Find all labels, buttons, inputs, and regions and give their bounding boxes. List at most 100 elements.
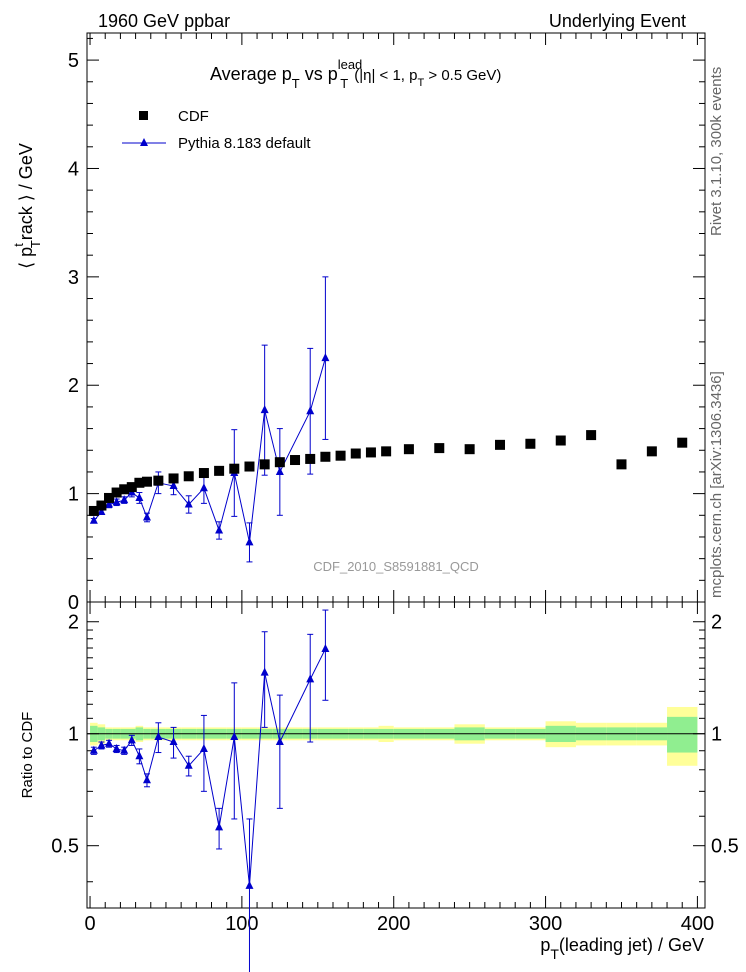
ratio-pythia-point (105, 738, 114, 747)
ratio-pythia-point (154, 731, 163, 740)
main-y-tick-label: 1 (68, 484, 79, 506)
pythia-point (120, 495, 129, 504)
mcplots-label: mcplots.cern.ch [arXiv:1306.3436] (708, 371, 725, 598)
ratio-pythia-point (245, 880, 254, 889)
x-axis-label: pT(leading jet) / GeV (540, 935, 704, 962)
cdf-point (229, 463, 240, 474)
cdf-point (111, 487, 122, 498)
ratio-uncertainty-band (87, 706, 705, 766)
pythia-point (245, 537, 254, 546)
pythia-point (306, 406, 315, 415)
pythia-line (93, 358, 326, 543)
x-tick-label: 200 (377, 913, 410, 935)
main-y-ticks: 1 2 3 4 5 0 (68, 37, 705, 614)
legend-pythia-marker (140, 138, 148, 146)
pythia-point (260, 405, 269, 414)
pythia-point (184, 499, 193, 508)
pythia-point (97, 507, 106, 516)
ratio-pythia-point (89, 745, 98, 754)
cdf-point (381, 446, 392, 457)
main-y-tick-label: 3 (68, 267, 79, 289)
ratio-y-tick-label-left: 1 (68, 724, 79, 746)
cdf-point (555, 435, 566, 446)
ratio-pythia-point (142, 775, 151, 784)
main-y-axis-label: ⟨ pt Track ⟩ / GeV (11, 143, 43, 269)
watermark: CDF_2010_S8591881_QCD (313, 559, 479, 574)
cdf-point (119, 484, 130, 495)
main-cdf-series (88, 430, 688, 516)
cdf-point (616, 459, 627, 470)
ratio-y-tick-label-right: 1 (711, 724, 722, 746)
pythia-point (89, 515, 98, 524)
cdf-point (646, 446, 657, 457)
ratio-pythia-point (169, 737, 178, 746)
ratio-pythia-point (120, 745, 129, 754)
ratio-pythia-point (184, 760, 193, 769)
cdf-point (586, 430, 597, 441)
legend-pythia-label: Pythia 8.183 default (178, 135, 311, 152)
cdf-point (141, 476, 152, 487)
ratio-pythia-point (112, 743, 121, 752)
cdf-point (495, 439, 506, 450)
pythia-point (321, 353, 330, 362)
ratio-x-ticks: 0 100 200 300 400 (84, 602, 714, 935)
main-y-tick-label: 4 (68, 158, 79, 180)
cdf-point (104, 492, 115, 503)
cdf-point (350, 448, 361, 459)
legend: CDF Pythia 8.183 default (122, 108, 311, 152)
cdf-point (403, 444, 414, 455)
cdf-point (434, 443, 445, 454)
ratio-pythia-point (306, 674, 315, 683)
ratio-frame (86, 601, 706, 909)
cdf-point (305, 453, 316, 464)
pythia-point (275, 466, 284, 475)
ratio-y-tick-label-right: 2 (711, 612, 722, 634)
cdf-point (335, 450, 346, 461)
ratio-y-tick-label-left: 2 (68, 612, 79, 634)
pythia-point (215, 525, 224, 534)
ratio-y-tick-label-left: 0.5 (51, 836, 79, 858)
rivet-label: Rivet 3.1.10, 300k events (708, 67, 725, 236)
ratio-y-axis-label: Ratio to CDF (19, 712, 36, 799)
x-tick-label: 0 (84, 913, 95, 935)
main-pythia-series (89, 276, 330, 563)
ratio-pythia-point (97, 740, 106, 749)
cdf-point (126, 482, 137, 493)
main-y-tick-label: 0 (68, 592, 79, 614)
header-left: 1960 GeV ppbar (98, 11, 230, 31)
ratio-pythia-line (93, 648, 326, 886)
cdf-point (198, 468, 209, 479)
main-y-tick-label: 2 (68, 375, 79, 397)
pythia-point (112, 497, 121, 506)
ratio-pythia-point (215, 822, 224, 831)
cdf-point (168, 473, 179, 484)
legend-cdf-label: CDF (178, 108, 209, 125)
ratio-pythia-point (275, 737, 284, 746)
cdf-point (88, 505, 99, 516)
ratio-y-tick-label-right: 0.5 (711, 836, 739, 858)
cdf-point (365, 447, 376, 458)
cdf-point (96, 500, 107, 511)
pythia-point (135, 492, 144, 501)
pythia-point (142, 512, 151, 521)
ratio-y-ticks: 0.5 0.5 1 1 2 2 (51, 612, 739, 883)
ratio-pythia-point (230, 731, 239, 740)
x-tick-label: 400 (681, 913, 714, 935)
cdf-point (244, 461, 255, 472)
ratio-pythia-point (321, 643, 330, 652)
stat-uncertainty-band (667, 716, 698, 753)
x-tick-label: 300 (529, 913, 562, 935)
cdf-point (259, 459, 270, 470)
pythia-point (105, 499, 114, 508)
pythia-point (169, 481, 178, 490)
ratio-pythia-series (89, 609, 330, 972)
cdf-point (464, 444, 475, 455)
legend-cdf-marker (139, 111, 148, 120)
main-panel: 1 2 3 4 5 0 Average pT vs plead T (|η| < 1, pT … (11, 32, 706, 614)
cdf-point (290, 455, 301, 466)
cdf-point (677, 437, 688, 448)
cdf-point (274, 457, 285, 468)
x-tick-label: 100 (225, 913, 258, 935)
cdf-point (320, 451, 331, 462)
